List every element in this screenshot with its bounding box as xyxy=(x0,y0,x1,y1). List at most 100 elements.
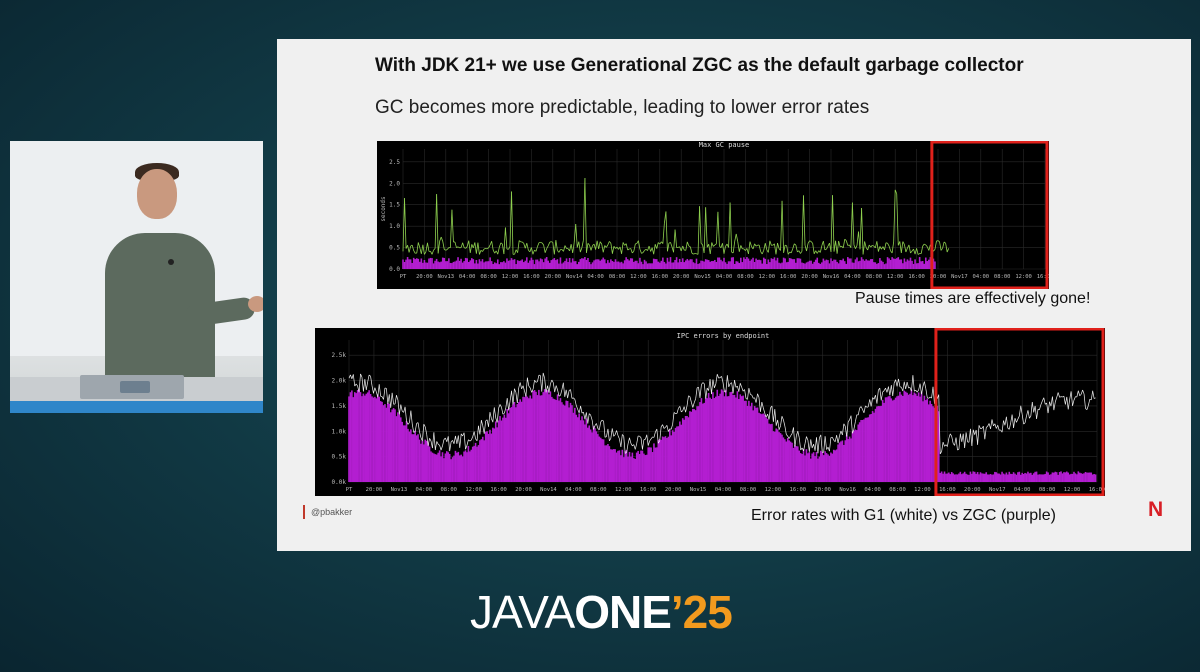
g1-pause-line xyxy=(475,242,479,254)
logo-one: ONE xyxy=(574,586,672,638)
g1-pause-line xyxy=(853,244,856,249)
g1-pause-line xyxy=(434,194,438,249)
g1-error-line xyxy=(765,413,768,418)
g1-pause-line xyxy=(648,245,652,252)
g1-pause-line xyxy=(610,243,613,254)
g1-pause-line xyxy=(937,240,940,242)
g1-pause-line xyxy=(861,207,864,255)
g1-pause-line xyxy=(503,227,506,255)
g1-error-line xyxy=(880,391,884,401)
g1-pause-line xyxy=(891,241,895,254)
g1-error-line xyxy=(562,382,566,397)
g1-error-line xyxy=(583,412,586,420)
g1-pause-line xyxy=(442,241,445,250)
x-tick-label: 20:00 xyxy=(673,274,690,280)
g1-pause-line xyxy=(899,241,902,253)
g1-error-line xyxy=(853,421,856,430)
x-tick-label: 08:00 xyxy=(737,274,754,280)
g1-error-line xyxy=(630,443,633,447)
g1-error-line xyxy=(587,413,590,424)
g1-error-line xyxy=(793,427,796,447)
g1-pause-line xyxy=(586,243,589,253)
g1-pause-line xyxy=(836,241,840,254)
g1-error-line xyxy=(552,382,556,393)
g1-error-line xyxy=(617,435,620,440)
g1-error-line xyxy=(364,379,367,390)
x-tick-label: 04:00 xyxy=(587,274,604,280)
g1-pause-line xyxy=(535,246,538,252)
g1-error-line xyxy=(521,385,524,390)
g1-error-line xyxy=(924,381,927,389)
g1-error-line xyxy=(514,388,517,393)
g1-pause-line xyxy=(885,242,888,244)
g1-error-line xyxy=(504,407,507,414)
x-tick-label: 16:00 xyxy=(790,487,807,493)
g1-pause-line xyxy=(667,243,670,252)
g1-pause-line xyxy=(477,242,480,255)
g1-error-line xyxy=(370,376,373,386)
g1-pause-line xyxy=(826,246,829,250)
x-tick-label: 04:00 xyxy=(716,274,733,280)
x-tick-label: Nov13 xyxy=(438,274,455,280)
g1-error-line xyxy=(445,437,448,442)
g1-pause-line xyxy=(570,244,574,253)
x-tick-label: 12:00 xyxy=(765,487,782,493)
g1-error-line xyxy=(960,433,963,442)
g1-error-line xyxy=(588,413,591,416)
g1-error-line xyxy=(768,407,771,420)
g1-pause-line xyxy=(939,241,942,251)
g1-error-line xyxy=(895,379,898,387)
g1-error-line xyxy=(411,424,415,433)
g1-pause-line xyxy=(896,193,899,246)
g1-pause-line xyxy=(629,248,631,250)
g1-error-line xyxy=(1072,399,1075,406)
g1-error-line xyxy=(774,409,777,426)
g1-error-line xyxy=(911,375,914,392)
g1-pause-line xyxy=(601,243,604,253)
g1-pause-line xyxy=(468,240,471,253)
g1-error-line xyxy=(598,421,602,430)
g1-error-line xyxy=(407,422,410,425)
x-tick-label: 12:00 xyxy=(1064,487,1081,493)
g1-pause-line xyxy=(474,242,477,254)
g1-pause-line xyxy=(514,249,517,255)
g1-error-line xyxy=(1050,396,1053,407)
g1-error-line xyxy=(419,431,422,438)
g1-error-line xyxy=(593,425,596,430)
g1-error-line xyxy=(972,429,976,435)
g1-error-line xyxy=(516,387,520,404)
g1-error-line xyxy=(410,410,413,425)
g1-error-line xyxy=(958,433,961,450)
g1-pause-line xyxy=(551,241,553,243)
g1-error-line xyxy=(653,431,656,438)
x-tick-label: 12:00 xyxy=(914,487,931,493)
x-tick-label: 08:00 xyxy=(590,487,607,493)
g1-error-line xyxy=(561,382,564,390)
g1-error-line xyxy=(642,439,645,450)
g1-error-line xyxy=(439,445,442,451)
g1-error-line xyxy=(1093,397,1096,399)
g1-error-line xyxy=(893,379,896,384)
g1-error-line xyxy=(764,412,767,418)
zgc-highlight-box xyxy=(930,141,1049,289)
g1-error-line xyxy=(962,433,966,449)
g1-error-line xyxy=(1039,404,1042,410)
g1-pause-line xyxy=(845,240,849,246)
g1-error-line xyxy=(413,431,416,433)
x-tick-label: 12:00 xyxy=(630,274,647,280)
g1-error-line xyxy=(1065,396,1068,405)
g1-error-line xyxy=(876,390,879,404)
g1-error-line xyxy=(808,439,812,452)
g1-error-line xyxy=(449,441,452,452)
x-tick-label: 20:00 xyxy=(545,274,562,280)
g1-error-line xyxy=(744,389,747,399)
g1-pause-line xyxy=(420,244,424,254)
g1-pause-line xyxy=(807,240,810,244)
g1-error-line xyxy=(633,444,636,450)
g1-error-line xyxy=(596,423,599,429)
g1-pause-line xyxy=(485,248,488,250)
g1-pause-line xyxy=(659,241,662,245)
g1-error-line xyxy=(585,412,589,424)
g1-pause-line xyxy=(717,211,720,246)
g1-pause-line xyxy=(607,241,610,246)
